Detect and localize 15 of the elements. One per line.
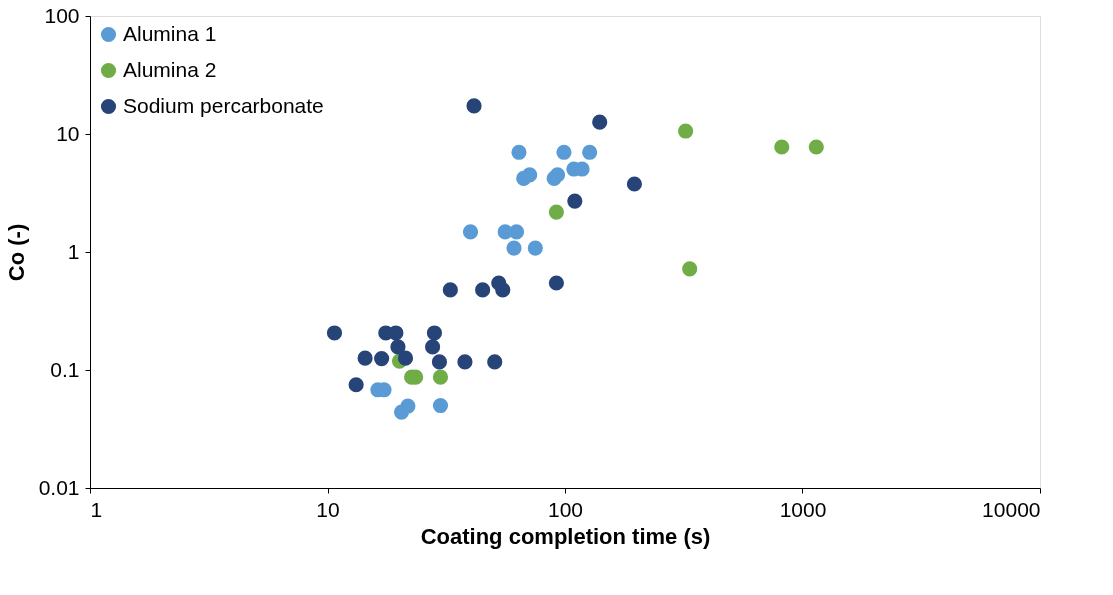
y-axis-title: Co (-) [3, 223, 29, 282]
x-axis-title: Coating completion time (s) [420, 523, 711, 549]
y-tick-label: 0.1 [50, 357, 80, 381]
x-tick-label: 10 [316, 497, 340, 521]
x-tick-label: 10000 [982, 497, 1041, 521]
legend-label: Alumina 1 [123, 21, 217, 45]
y-tick-label: 100 [44, 3, 80, 27]
legend-label: Alumina 2 [123, 57, 217, 81]
x-tick-label: 100 [547, 497, 584, 521]
y-tick-label: 1 [67, 239, 80, 263]
x-tick-label: 1 [90, 497, 103, 521]
legend-label: Sodium percarbonate [123, 93, 324, 117]
y-tick-label: 0.01 [38, 475, 80, 499]
y-tick-label: 10 [56, 121, 80, 145]
x-tick-label: 1000 [779, 497, 827, 521]
